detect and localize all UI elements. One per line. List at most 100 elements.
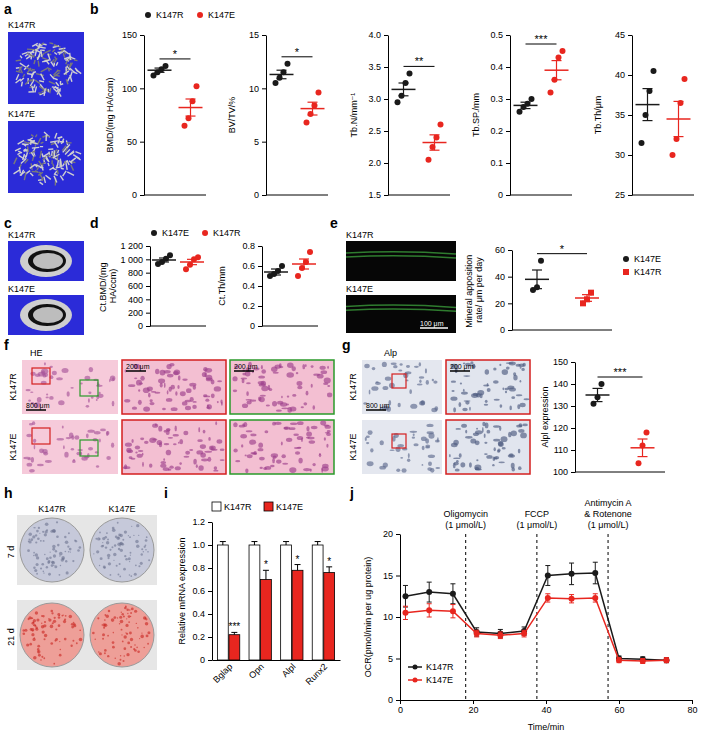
error-line [317,542,318,545]
data-point [497,632,503,638]
chart: 05101520020406080OCR(pmol/min per ug pro… [363,498,698,732]
texture [58,139,60,143]
texture [143,551,144,552]
image-background [446,420,530,474]
texture [520,367,522,369]
texture [520,433,527,439]
tick-mark [140,142,144,143]
texture [55,158,58,160]
error-cap [315,541,321,542]
texture [30,80,33,81]
texture [135,540,139,544]
tick: 0.4 [490,62,510,72]
scale-bar [420,327,448,329]
texture [422,464,424,466]
texture [123,615,125,617]
texture [303,402,307,405]
texture [67,66,71,70]
texture [276,410,282,412]
texture [48,163,49,166]
texture [71,448,74,451]
tick-mark [546,700,547,704]
texture [37,648,40,651]
texture [62,426,64,429]
texture [48,148,53,150]
texture [63,614,64,615]
tick-label: 0.8 [192,563,205,573]
tick-mark [508,330,512,331]
tick-label: 40 [495,272,505,282]
axis-line [150,247,151,327]
texture [513,372,516,376]
texture [21,82,23,87]
texture [245,455,247,457]
texture [27,549,30,552]
texture [128,535,129,536]
error-line [525,102,526,108]
axis-title: OCR(pmol/min per ug protein) [363,557,373,678]
texture [193,401,197,403]
error-cap [403,606,408,607]
tick: 1 000 [120,255,150,265]
tick: 0 [132,190,144,200]
error-cap [159,261,169,262]
tick: 40 [495,272,512,282]
texture [247,454,253,458]
tick: 0.6 [192,586,212,596]
texture [220,459,225,461]
texture [215,421,217,425]
texture [19,66,23,71]
texture [294,447,301,449]
texture [498,441,503,446]
texture [25,155,26,159]
texture [55,174,58,176]
texture [20,63,26,67]
texture [131,608,134,611]
axis-title: Mineral apposition rate/ μm per day [464,252,484,328]
texture [164,443,170,445]
texture [235,460,240,462]
texture [382,386,388,390]
texture [69,615,72,618]
texture [64,536,66,538]
axis: 100110120130140150 [553,357,576,477]
texture [469,407,471,411]
texture [49,81,55,84]
error-cap [593,388,603,389]
error-cap [277,78,287,79]
tick-label: 5 [388,654,393,664]
tick-mark [258,326,262,327]
texture [120,620,124,624]
error-cap [155,72,165,73]
texture [128,384,135,387]
texture [27,73,33,75]
error-cap [283,541,289,542]
data-point [560,48,566,54]
axis-line [266,36,267,196]
well [90,518,154,582]
error-bar [277,70,287,79]
fluorescence-image [346,241,456,281]
tick: 0.2 [192,632,212,642]
texture [40,151,42,158]
texture [112,641,115,644]
texture [186,388,192,393]
axis: 2530354045 [615,30,633,200]
texture [259,397,265,402]
legend-item: K147E [264,502,303,512]
tick-label: 0.4 [490,62,503,72]
texture [45,460,52,463]
texture [137,650,140,653]
axis-title: Time/min [528,722,565,732]
texture [23,144,26,146]
tick-mark [258,286,262,287]
texture [33,567,36,570]
texture [118,574,120,576]
texture [28,616,31,619]
texture [303,468,310,471]
tick-label: 4.0 [368,30,381,40]
plot-area [217,542,334,660]
tick-label: 0.2 [242,301,255,311]
texture [102,638,104,640]
error-bar [220,542,226,545]
